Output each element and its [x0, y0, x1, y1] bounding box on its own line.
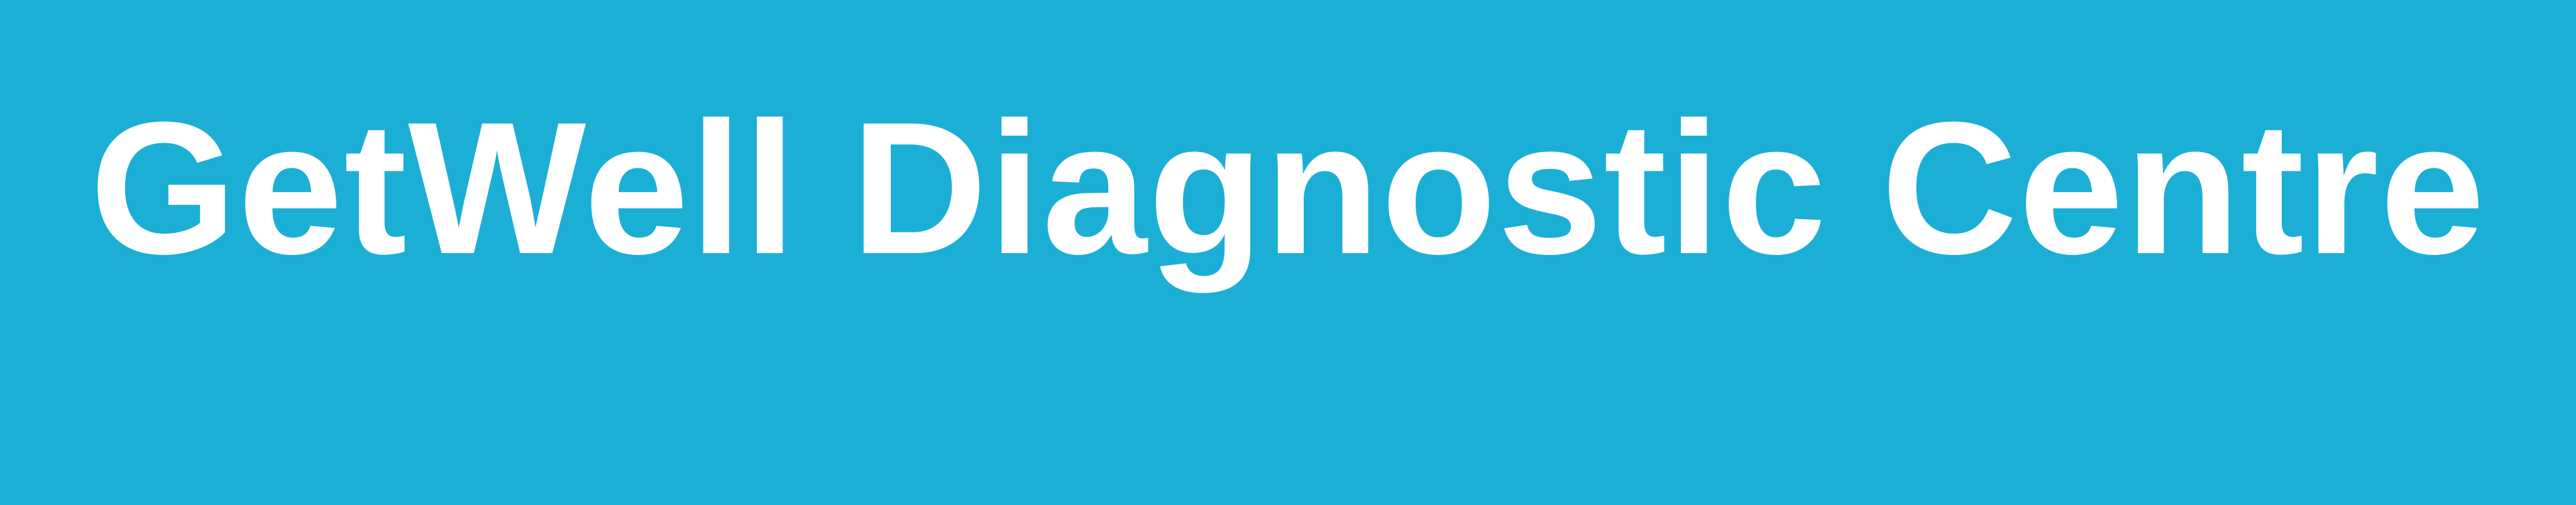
brand-title: GetWell Diagnostic Centre: [90, 82, 2486, 293]
